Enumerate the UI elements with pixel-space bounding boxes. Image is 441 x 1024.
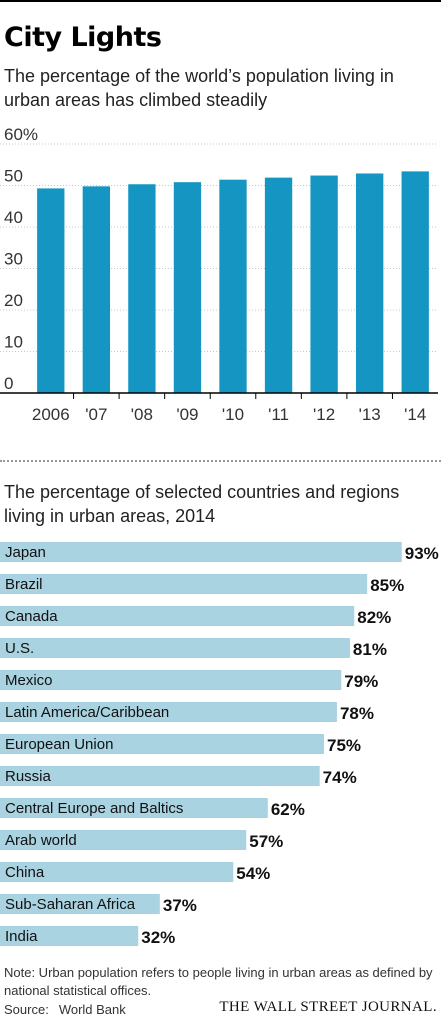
category-label: Mexico: [5, 672, 53, 689]
x-tick-label: '10: [222, 405, 244, 424]
bar: [0, 734, 324, 754]
x-tick-label: '08: [131, 405, 153, 424]
x-tick-label: '12: [313, 405, 335, 424]
bar: [0, 542, 402, 562]
value-label: 81%: [353, 640, 387, 659]
country-urban-bar-chart: Japan 93% Brazil 85% Canada 82% U.S. 81% Mexico 7…: [0, 542, 439, 947]
value-label: 79%: [344, 672, 378, 691]
bar: [0, 574, 368, 594]
bar: [0, 766, 320, 786]
category-label: Canada: [5, 608, 58, 625]
value-label: 75%: [327, 736, 361, 755]
value-label: 93%: [405, 544, 439, 563]
source-line: Source: World Bank: [4, 1001, 126, 1019]
chart-subtitle: The percentage of the world’s population…: [4, 66, 394, 110]
category-label: Arab world: [5, 832, 77, 849]
bar: [0, 894, 160, 914]
bar: [0, 606, 355, 626]
y-tick-label: 10: [4, 333, 23, 352]
value-label: 37%: [163, 896, 197, 915]
y-tick-label: 60%: [4, 125, 38, 144]
bar: [173, 182, 202, 393]
category-label: Brazil: [5, 576, 43, 593]
bar: [310, 175, 338, 393]
category-label: European Union: [5, 736, 113, 753]
value-label: 62%: [271, 800, 305, 819]
bar: [0, 862, 234, 882]
value-label: 54%: [236, 864, 270, 883]
category-label: China: [5, 864, 45, 881]
category-label: Japan: [5, 544, 46, 561]
x-tick-label: '07: [85, 405, 107, 424]
x-tick-label: '11: [268, 405, 289, 424]
source-name: World Bank: [58, 1002, 126, 1017]
x-tick-label: 2006: [32, 405, 70, 424]
y-tick-label: 40: [4, 208, 23, 227]
bar: [219, 179, 247, 393]
value-label: 32%: [141, 928, 175, 947]
bar: [0, 702, 337, 722]
bar: [37, 188, 65, 393]
x-tick-label: '14: [404, 405, 426, 424]
bar: [0, 830, 247, 850]
bar: [82, 186, 110, 393]
bar: [0, 926, 139, 946]
y-tick-label: 30: [4, 250, 23, 269]
value-label: 78%: [340, 704, 374, 723]
value-label: 82%: [357, 608, 391, 627]
x-tick-label: '09: [176, 405, 198, 424]
value-label: 74%: [323, 768, 357, 787]
bar: [0, 670, 342, 690]
category-label: Sub-Saharan Africa: [5, 896, 136, 913]
bar: [0, 638, 350, 658]
category-label: U.S.: [5, 640, 34, 657]
publisher-logo: THE WALL STREET JOURNAL.: [219, 999, 437, 1015]
y-tick-label: 50: [4, 167, 23, 186]
y-tick-label: 20: [4, 291, 23, 310]
value-label: 57%: [249, 832, 283, 851]
category-label: Latin America/Caribbean: [5, 704, 169, 721]
footnote: Note: Urban population refers to people …: [4, 965, 433, 998]
bar: [356, 173, 384, 393]
country-chart-title: The percentage of selected countries and…: [4, 482, 400, 526]
category-label: India: [5, 928, 38, 945]
x-tick-label: '13: [359, 405, 381, 424]
urban-share-bar-chart: 0 10 20 30 40 50 60% 2006 '07 '08 '09 '10 '11 '12 '13 '…: [0, 125, 438, 424]
chart-title: City Lights: [4, 22, 162, 53]
source-label: Source:: [4, 1002, 49, 1017]
bar: [128, 184, 156, 393]
bar: [264, 177, 293, 393]
category-label: Central Europe and Baltics: [5, 800, 183, 817]
bar: [401, 171, 429, 393]
top-rule: [0, 0, 441, 2]
category-label: Russia: [5, 768, 52, 785]
bar: [0, 798, 268, 818]
section-divider: [0, 460, 441, 462]
value-label: 85%: [370, 576, 404, 595]
y-tick-label: 0: [4, 374, 13, 393]
